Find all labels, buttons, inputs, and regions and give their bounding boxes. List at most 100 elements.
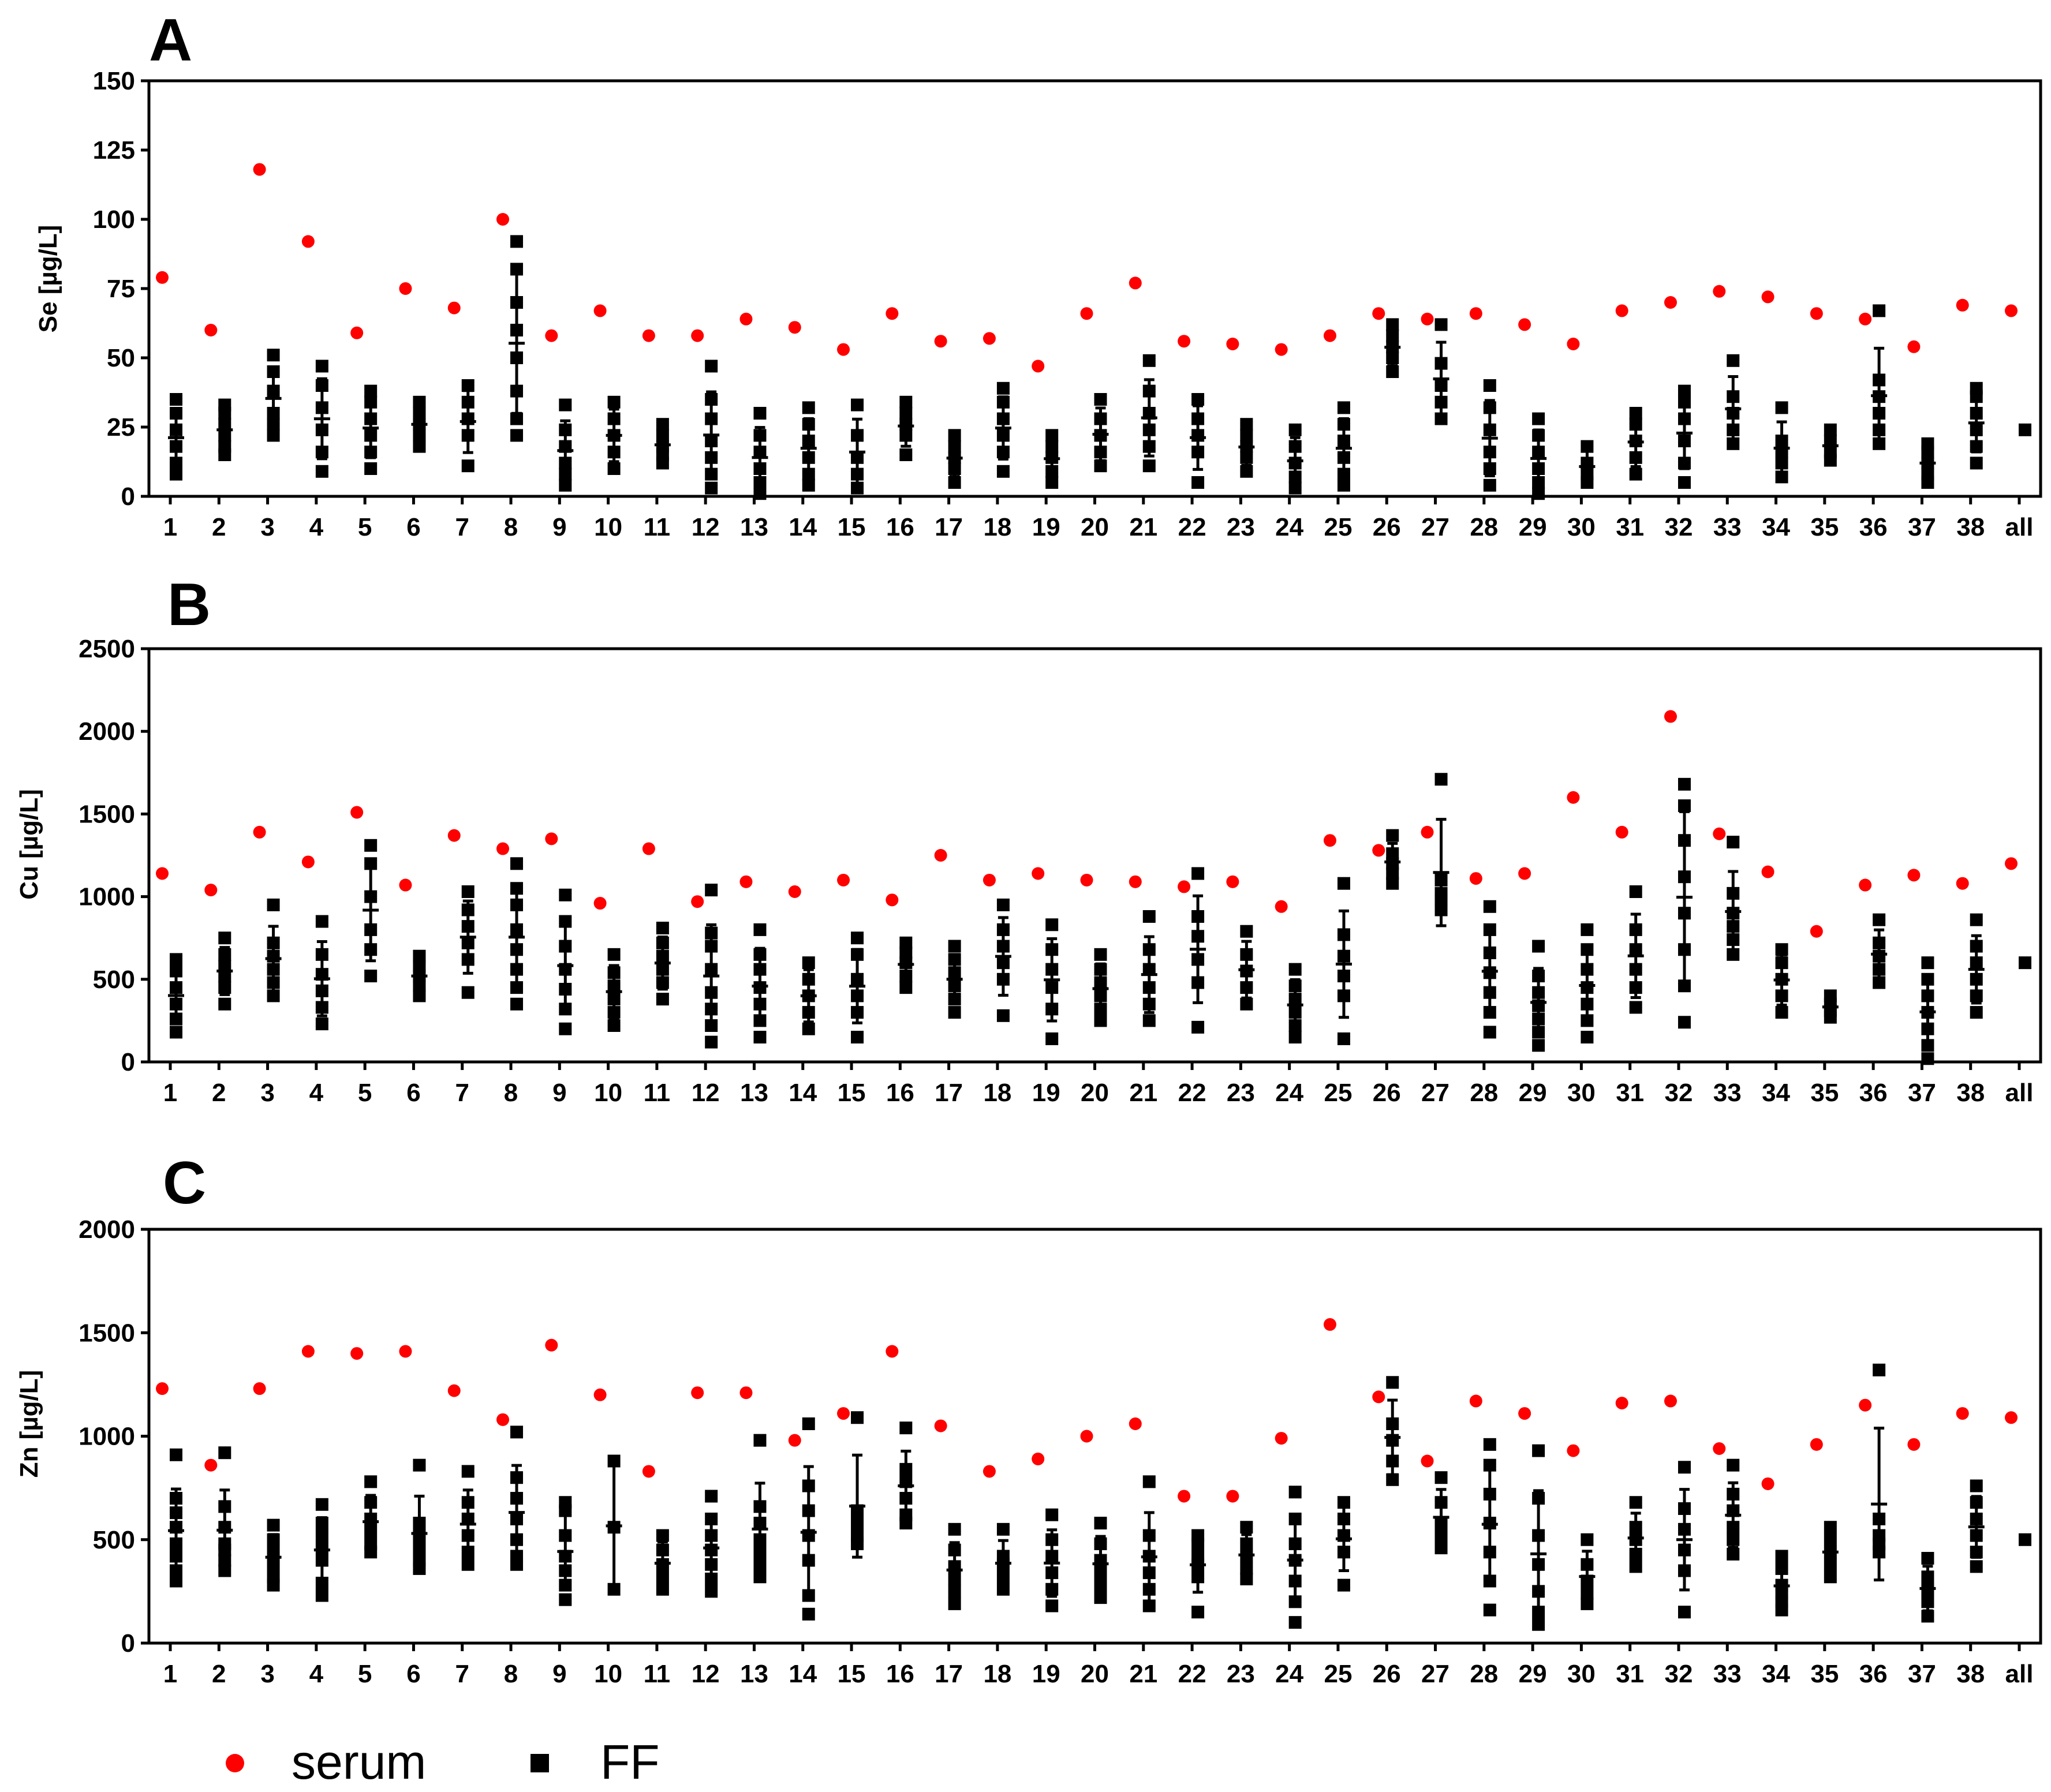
ff-point xyxy=(315,401,328,414)
ff-point xyxy=(1921,1052,1934,1065)
ff-point xyxy=(1873,437,1886,450)
x-tick-label: 11 xyxy=(644,513,671,541)
x-tick-label: 18 xyxy=(983,1660,1011,1688)
ff-point xyxy=(267,418,280,431)
ff-point xyxy=(1288,440,1302,453)
ff-point xyxy=(899,1508,913,1521)
serum-point xyxy=(496,1413,510,1426)
ff-point xyxy=(802,478,815,492)
ff-point xyxy=(559,1593,572,1606)
ff-point xyxy=(1045,1566,1059,1580)
ff-point xyxy=(1921,1039,1934,1052)
x-tick-label: 28 xyxy=(1470,1660,1498,1688)
ff-point xyxy=(802,451,815,464)
ff-point xyxy=(753,948,767,961)
ff-point xyxy=(267,1558,280,1571)
ff-point xyxy=(1337,1578,1350,1592)
ff-point xyxy=(315,446,328,459)
ff-point xyxy=(315,423,328,436)
ff-point xyxy=(899,1462,913,1476)
serum-point xyxy=(1567,791,1580,804)
ff-point xyxy=(461,412,475,425)
ff-point xyxy=(996,1522,1010,1536)
ff-point xyxy=(1337,877,1350,890)
ff-point xyxy=(656,976,669,989)
ff-point xyxy=(1434,395,1448,409)
ff-point xyxy=(656,1570,669,1584)
ff-point xyxy=(899,970,913,983)
serum-point xyxy=(253,825,266,839)
serum-point xyxy=(1469,1394,1482,1408)
ff-point xyxy=(559,423,572,436)
x-tick-label: 2 xyxy=(212,513,226,541)
x-tick-label: 32 xyxy=(1664,1079,1693,1107)
ff-point xyxy=(1142,1599,1156,1613)
x-tick-label: 19 xyxy=(1032,1079,1060,1107)
ff-point xyxy=(364,1537,378,1550)
ff-point xyxy=(996,429,1010,442)
ff-point xyxy=(1775,1562,1788,1575)
ff-point xyxy=(364,890,378,903)
ff-point xyxy=(1727,836,1740,849)
ff-point xyxy=(1386,847,1399,861)
serum-point xyxy=(642,1465,655,1478)
ff-point xyxy=(753,1517,767,1530)
ff-point xyxy=(1629,963,1642,976)
x-tick-label: 13 xyxy=(740,1660,768,1688)
y-tick-label: 2500 xyxy=(79,635,135,663)
ff-point xyxy=(1337,435,1350,447)
ff-point xyxy=(1045,476,1059,489)
serum-point xyxy=(447,1384,461,1397)
serum-point xyxy=(2005,857,2018,870)
ff-point xyxy=(899,936,913,949)
ff-point xyxy=(1873,1363,1886,1376)
ff-point xyxy=(1483,900,1496,913)
ff-point xyxy=(607,462,621,475)
x-tick-label: 38 xyxy=(1956,513,1985,541)
ff-point xyxy=(1142,963,1156,976)
ff-point xyxy=(948,451,961,464)
ff-point xyxy=(559,888,572,901)
ff-point xyxy=(413,949,426,963)
ff-point xyxy=(899,395,913,409)
serum-point xyxy=(1275,343,1288,356)
ff-point xyxy=(364,970,378,983)
ff-point xyxy=(656,429,669,442)
serum-point xyxy=(1713,285,1726,298)
ff-point xyxy=(1434,1517,1448,1530)
ff-point xyxy=(1678,1606,1691,1619)
x-tick-label: 16 xyxy=(886,513,914,541)
ff-point xyxy=(1970,457,1983,470)
ff-point xyxy=(413,959,426,972)
ff-point xyxy=(267,936,280,949)
x-tick-label: all xyxy=(2005,1660,2034,1688)
ff-point xyxy=(1629,467,1642,481)
serum-point xyxy=(1761,290,1774,304)
ff-point xyxy=(1288,1595,1302,1608)
ff-point xyxy=(1386,340,1399,353)
ff-point xyxy=(1142,1529,1156,1542)
ff-point xyxy=(1337,1512,1350,1525)
ff-point xyxy=(851,1504,864,1517)
ff-point xyxy=(267,989,280,1002)
ff-point xyxy=(607,412,621,425)
ff-point xyxy=(1581,1533,1594,1546)
ff-point xyxy=(1288,979,1302,993)
ff-point xyxy=(559,963,572,976)
ff-point xyxy=(1337,401,1350,414)
ff-point xyxy=(802,1479,815,1492)
ff-point xyxy=(705,1572,718,1585)
x-tick-label: 5 xyxy=(358,1079,372,1107)
ff-point xyxy=(1581,1031,1594,1044)
ff-point xyxy=(1288,1616,1302,1629)
ff-point xyxy=(1678,1522,1691,1536)
serum-point xyxy=(1615,1397,1628,1410)
x-tick-label: 21 xyxy=(1129,513,1157,541)
ff-point xyxy=(753,1546,767,1559)
ff-point xyxy=(1288,993,1302,1006)
ff-point xyxy=(1483,986,1496,999)
ff-point xyxy=(170,953,182,966)
ff-point xyxy=(461,1558,475,1571)
ff-point xyxy=(461,953,475,966)
ff-point xyxy=(170,1564,182,1577)
